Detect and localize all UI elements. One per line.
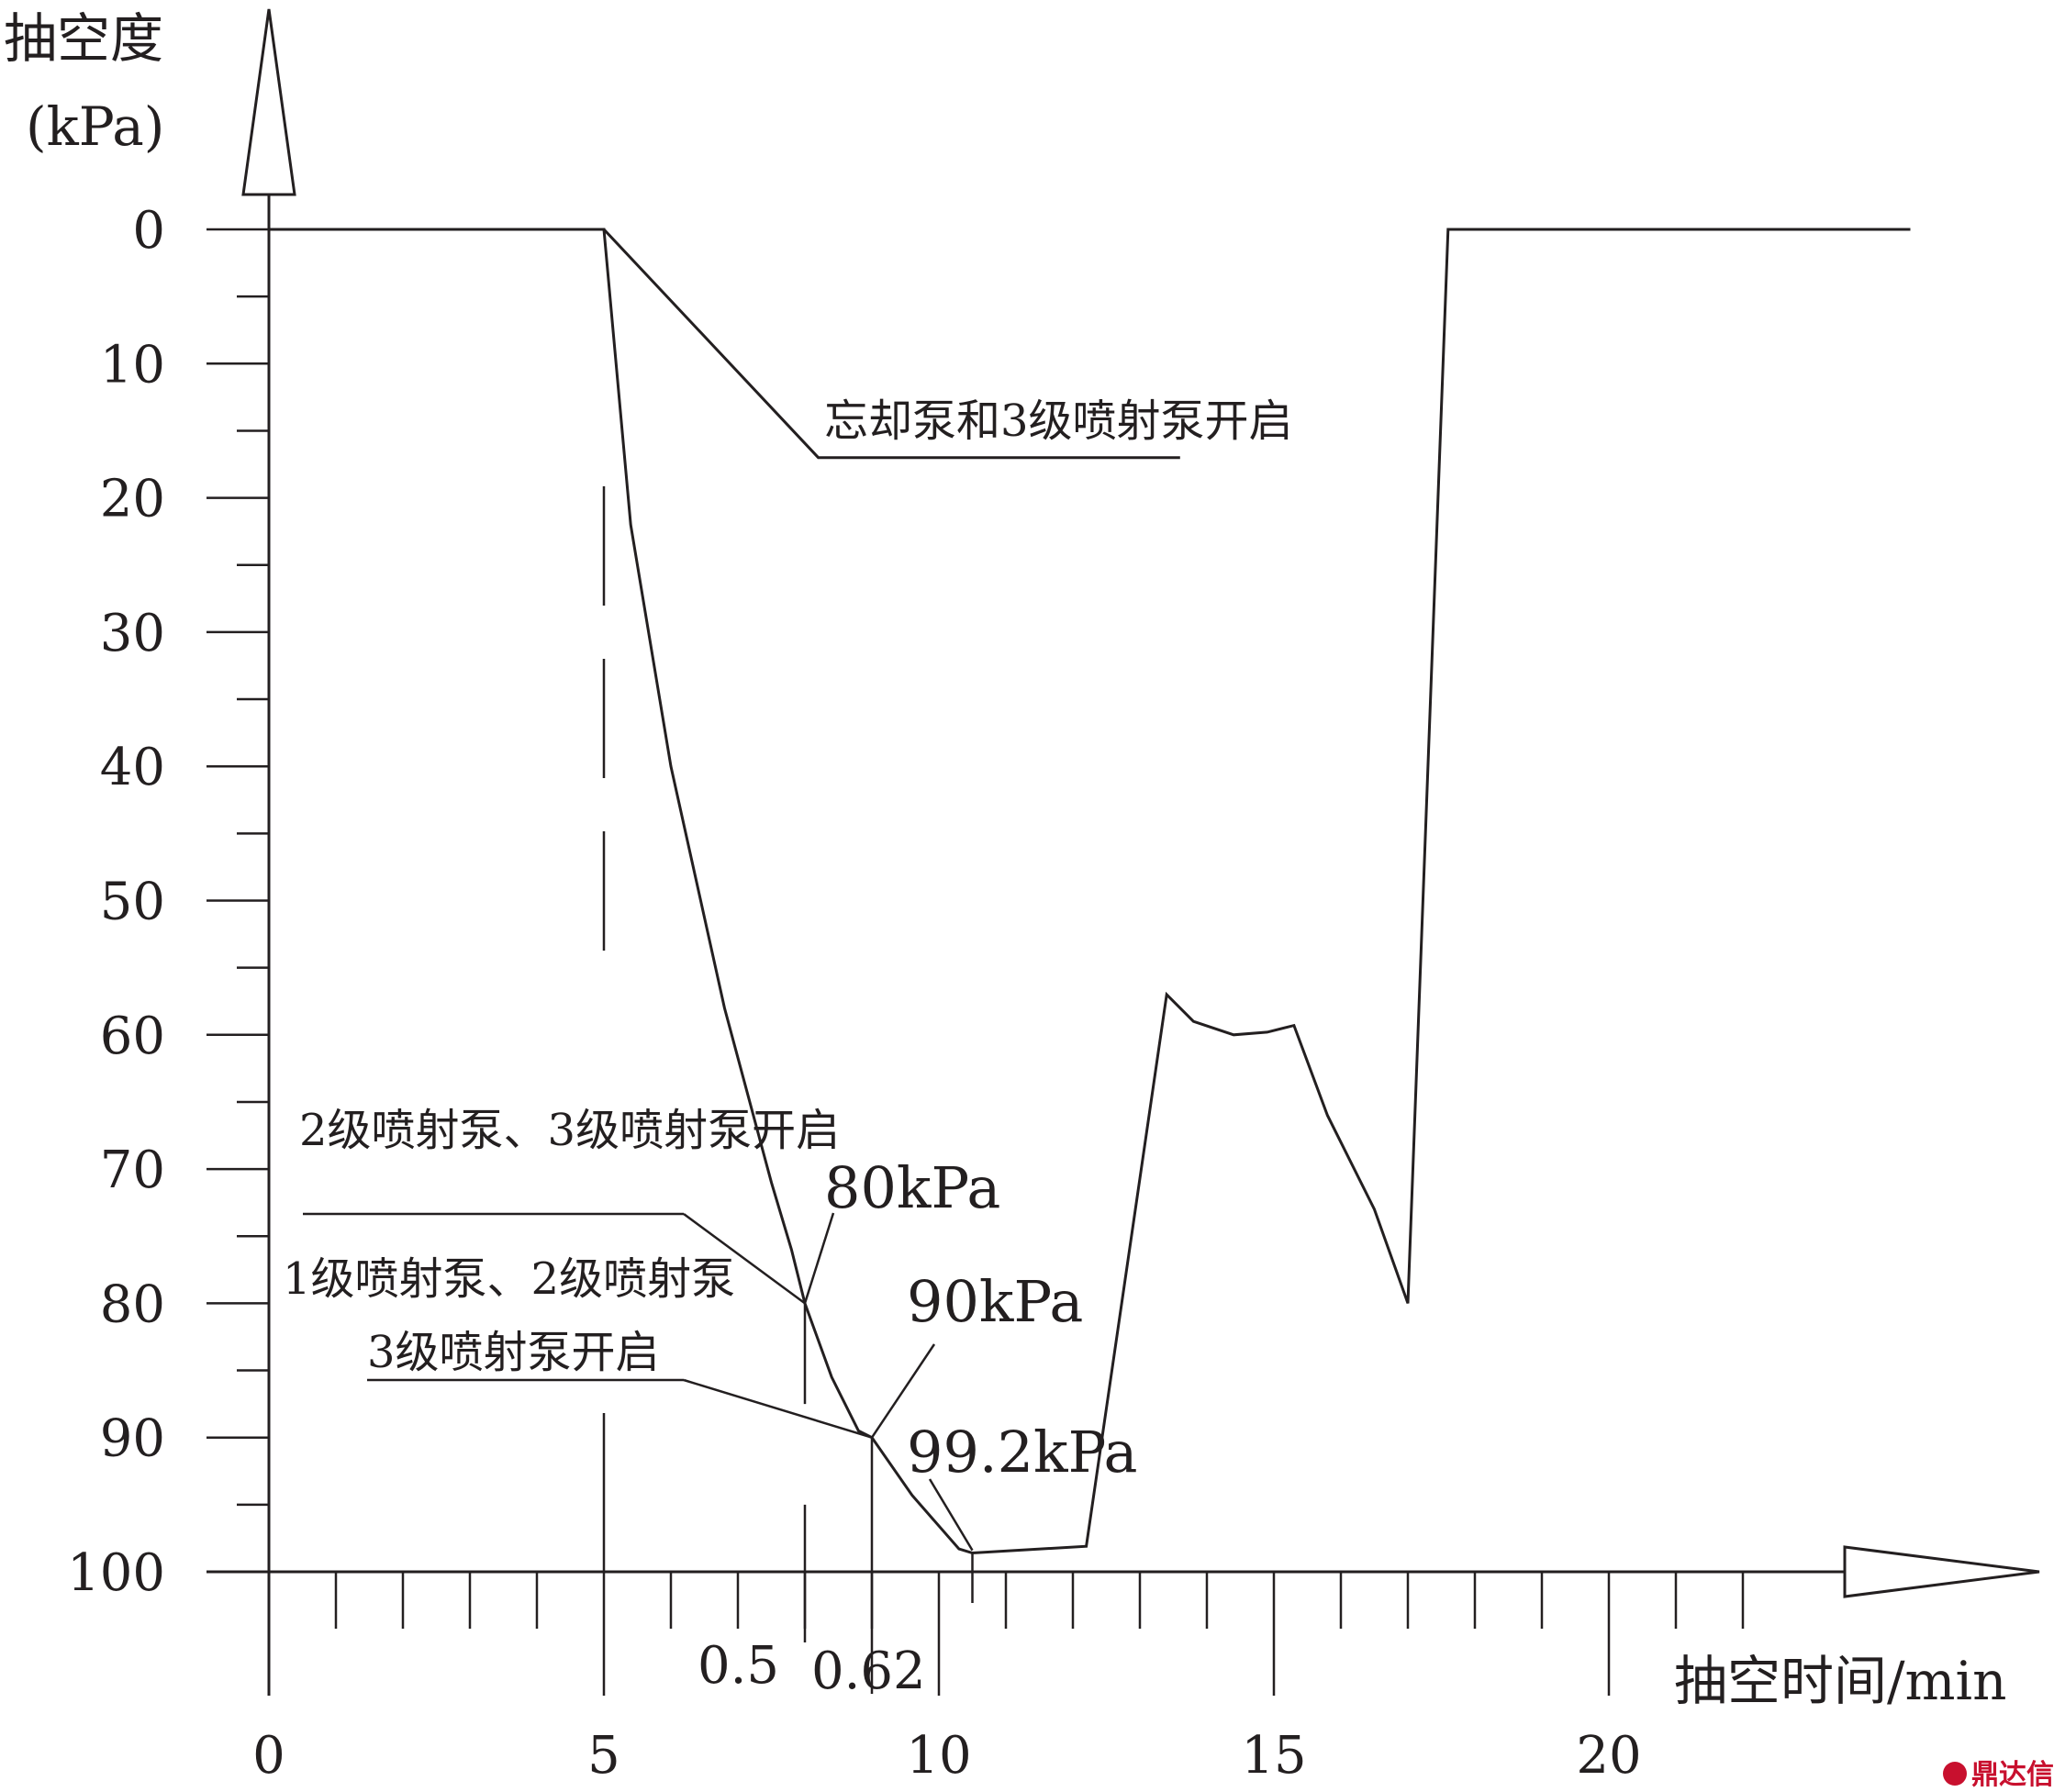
y-tick-label: 90 — [100, 1409, 165, 1469]
x-tick-label: 10 — [906, 1726, 971, 1786]
y-tick-label: 0 — [132, 201, 165, 261]
leader-stage2-stage3-d — [683, 1212, 806, 1305]
chart-marks: 0 10 20 30 40 50 60 70 80 90 100 0 5 10 15 20 — [67, 8, 2040, 1786]
y-tick-label: 20 — [100, 470, 165, 529]
annotation-stage2-stage3: 2级喷射泵、3级喷射泵开启 — [299, 1105, 840, 1156]
y-tick-label: 100 — [67, 1543, 165, 1603]
x-tick-label: 20 — [1576, 1726, 1641, 1786]
annotation-stage3: 3级喷射泵开启 — [367, 1327, 660, 1378]
y-tick-label: 40 — [100, 738, 165, 797]
watermark: 鼎达信 — [1943, 1759, 2054, 1791]
y-axis-title-line1: 抽空度 — [4, 7, 163, 70]
label-80kpa: 80kPa — [824, 1154, 1000, 1221]
leader-stage3-d — [683, 1378, 873, 1439]
y-axis-arrow-icon — [241, 8, 296, 196]
x-tick-label: 5 — [587, 1726, 620, 1786]
leader-90kpa — [870, 1343, 936, 1439]
y-tick-label: 60 — [100, 1007, 165, 1066]
x-tick-label: 0 — [252, 1726, 285, 1786]
x-axis-title: 抽空时间/min — [1674, 1650, 2006, 1712]
y-tick-label: 70 — [100, 1141, 165, 1200]
x-tick-label: 15 — [1241, 1726, 1306, 1786]
series-line-1 — [269, 228, 1911, 1555]
leader-80kpa — [803, 1212, 835, 1304]
y-axis-title-line2: (kPa) — [26, 95, 164, 158]
annotation-forget-pump: 忘却泵和3级喷射泵开启 — [824, 395, 1293, 447]
x-label-0-5: 0.5 — [698, 1636, 779, 1696]
y-tick-label: 50 — [100, 873, 165, 932]
watermark-logo-icon — [1943, 1762, 1967, 1786]
y-tick-label: 10 — [100, 335, 165, 395]
y-tick-label: 80 — [100, 1274, 165, 1334]
leader-99-2kpa — [928, 1478, 974, 1552]
label-90kpa: 90kPa — [907, 1268, 1083, 1335]
x-axis-arrow-icon — [1843, 1545, 2040, 1598]
annotation-stage1-stage2: 1级喷射泵、2级喷射泵 — [283, 1253, 735, 1305]
x-label-0-62: 0.62 — [811, 1642, 926, 1701]
y-tick-label: 30 — [100, 604, 165, 663]
watermark-text: 鼎达信 — [1971, 1759, 2054, 1791]
